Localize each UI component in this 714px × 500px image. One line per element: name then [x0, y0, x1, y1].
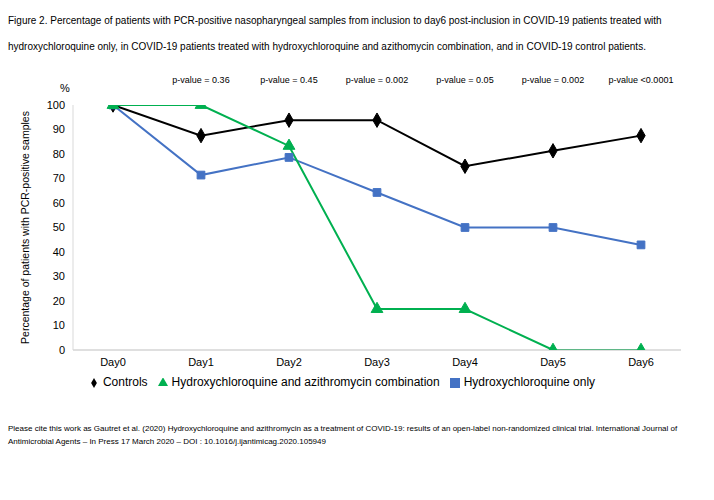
svg-text:70: 70: [53, 172, 65, 184]
svg-text:40: 40: [53, 246, 65, 258]
svg-text:Day6: Day6: [628, 356, 654, 368]
svg-text:Day2: Day2: [276, 356, 302, 368]
svg-text:Day4: Day4: [452, 356, 478, 368]
svg-text:50: 50: [53, 221, 65, 233]
svg-text:Day0: Day0: [100, 356, 126, 368]
svg-text:Day3: Day3: [364, 356, 390, 368]
svg-text:0: 0: [59, 344, 65, 356]
svg-text:p-value <0.0001: p-value <0.0001: [609, 75, 674, 85]
svg-text:90: 90: [53, 123, 65, 135]
svg-text:30: 30: [53, 270, 65, 282]
svg-text:p-value = 0.002: p-value = 0.002: [346, 75, 408, 85]
svg-text:10: 10: [53, 319, 65, 331]
svg-text:Day1: Day1: [188, 356, 214, 368]
svg-text:p-value = 0.002: p-value = 0.002: [522, 75, 584, 85]
html-text:Hydroxychloroquine only: Hydroxychloroquine only: [463, 375, 596, 389]
svg-text:p-value = 0.45: p-value = 0.45: [260, 75, 317, 85]
html-text:Please cite this work as Gautr: Please cite this work as Gautret et al. …: [8, 424, 678, 446]
svg-text:Percentage of patients with PC: Percentage of patients with PCR-positive…: [19, 111, 31, 344]
svg-text:80: 80: [53, 148, 65, 160]
svg-text:60: 60: [53, 197, 65, 209]
html-text:Hydroxychloroquine and azithro: Hydroxychloroquine and azithromycin comb…: [171, 375, 440, 389]
svg-text:p-value = 0.36: p-value = 0.36: [172, 75, 229, 85]
svg-text:20: 20: [53, 295, 65, 307]
html-text:Figure 2. Percentage of patien: Figure 2. Percentage of patients with PC…: [8, 15, 662, 52]
html-text:Controls: Controls: [102, 375, 148, 389]
svg-text:p-value = 0.05: p-value = 0.05: [436, 75, 493, 85]
svg-text:100: 100: [47, 99, 65, 111]
svg-text:Day5: Day5: [540, 356, 566, 368]
